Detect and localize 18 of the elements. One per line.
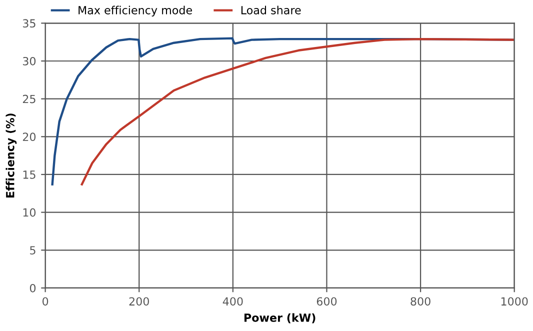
x-tick-label: 600 <box>316 297 337 306</box>
y-tick-label: 30 <box>22 56 36 66</box>
x-tick-label: 400 <box>222 297 243 306</box>
y-tick-label: 20 <box>22 132 36 142</box>
x-tick-label: 200 <box>129 297 149 306</box>
x-tick-label: 1000 <box>501 297 528 306</box>
y-tick-label: 5 <box>30 246 36 255</box>
y-tick-label: 10 <box>23 208 36 217</box>
y-tick-label: 0 <box>30 284 36 292</box>
x-axis-title: Power (kW) <box>244 313 316 324</box>
y-tick-label: 15 <box>23 170 36 179</box>
y-tick-label: 25 <box>22 94 36 104</box>
legend-label: Max efficiency mode <box>78 6 192 17</box>
x-tick-label: 0 <box>42 297 48 306</box>
y-axis-title: Efficiency (%) <box>6 114 17 198</box>
y-tick-label: 35 <box>22 19 36 28</box>
x-tick-label: 800 <box>410 297 430 306</box>
legend-label: Load share <box>241 6 301 14</box>
